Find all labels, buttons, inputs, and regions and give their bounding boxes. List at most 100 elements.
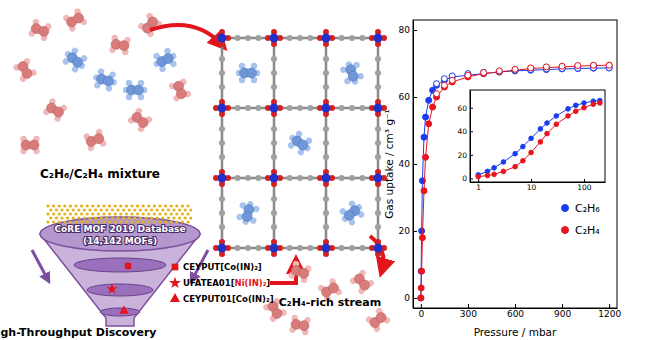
funnel-arrow [32, 250, 48, 280]
candidate-label: CEYPUT01[Co(IN)₂] [183, 294, 274, 304]
linker-atom [349, 245, 355, 251]
mof-dot [108, 212, 111, 215]
candidate-label: CEYPUT[Co(IN)₂] [183, 262, 262, 272]
mof-dot [147, 212, 150, 215]
linker-atom [255, 105, 261, 111]
ethylene-icon [127, 107, 154, 134]
tick-mark [468, 304, 469, 308]
carbon [134, 85, 144, 95]
canvas: C₂H₆/C₂H₄ mixtureCoRE MOF 2019 Database(… [0, 0, 649, 340]
linker-atom [339, 35, 345, 41]
carbon [241, 210, 253, 222]
plot-area [476, 98, 602, 179]
tick-label: 100 [577, 183, 592, 192]
tick: 0 [462, 174, 473, 183]
chart: 03006009001200020406080Pressure / mbarGa… [383, 20, 621, 338]
linker-atom [287, 175, 293, 181]
data-point [559, 63, 565, 69]
linker-atom [219, 126, 225, 132]
carbon [327, 281, 341, 295]
linker-atom [359, 105, 365, 111]
data-point [529, 136, 534, 141]
linker-atom [245, 35, 251, 41]
linker-atom [287, 245, 293, 251]
mof-dot [94, 216, 97, 219]
metal-node [374, 104, 383, 113]
mof-dot [139, 216, 142, 219]
tick-mark [584, 179, 585, 182]
candidate-marker [170, 293, 180, 302]
metal-node [374, 174, 383, 183]
metal-node [322, 244, 331, 253]
mof-dot [74, 212, 77, 215]
data-point [545, 131, 550, 136]
data-point [538, 140, 543, 145]
data-point [513, 164, 518, 169]
mof-dot [94, 208, 97, 211]
linker-atom [219, 196, 225, 202]
data-point [606, 62, 612, 68]
mof-dot [46, 212, 49, 215]
mof-dot [156, 216, 159, 219]
tick-mark [470, 178, 473, 179]
carbon [52, 105, 66, 119]
mof-dot [136, 212, 139, 215]
data-point [485, 173, 490, 178]
ethane-icon [336, 197, 368, 228]
tick-label: 10 [527, 183, 537, 192]
data-point [543, 64, 549, 70]
ethane-icon [150, 46, 181, 75]
mof-dot [97, 204, 100, 207]
tick: 0 [404, 293, 417, 303]
data-point [430, 104, 436, 110]
tick-label: 60 [399, 92, 411, 102]
data-point [418, 295, 424, 301]
linker-atom [323, 84, 329, 90]
mof-dot [100, 208, 103, 211]
mof-dot [158, 212, 161, 215]
linker-atom [297, 35, 303, 41]
mof-dot [58, 204, 61, 207]
tick-label: 0 [418, 309, 424, 319]
linker-atom [255, 175, 261, 181]
data-point [423, 154, 429, 160]
mof-dot [186, 204, 189, 207]
mof-dot [77, 216, 80, 219]
mof-dots [46, 204, 192, 223]
mof-dot [164, 212, 167, 215]
linker-atom [307, 175, 313, 181]
tick-label: 0 [462, 174, 467, 183]
mof-dot [161, 208, 164, 211]
mof-dot [164, 204, 167, 207]
mof-dot [83, 208, 86, 211]
x-axis: 110100 [471, 179, 606, 192]
carbon [29, 140, 39, 150]
tick-label: 20 [457, 151, 467, 160]
mof-dot [63, 204, 66, 207]
ethane-icon [235, 199, 261, 228]
linker-atom [235, 245, 241, 251]
funnel [32, 204, 208, 326]
mof-dot [114, 204, 117, 207]
ethylene-icon [20, 136, 39, 154]
mof-dot [63, 212, 66, 215]
data-point [582, 101, 587, 106]
tick-mark [562, 304, 563, 308]
tick-mark [609, 304, 610, 308]
tick: 40 [399, 159, 417, 169]
linker-atom [339, 105, 345, 111]
data-point [423, 114, 429, 120]
data-point [590, 63, 596, 69]
mof-dot [46, 220, 49, 223]
mof-dot [72, 208, 75, 211]
plot-frame [413, 20, 617, 308]
data-point [434, 81, 440, 87]
carbon [102, 75, 114, 87]
linker-atom [307, 105, 313, 111]
mof-dot [130, 212, 133, 215]
funnel-candidate [125, 263, 131, 269]
ethane-icon [123, 80, 147, 100]
data-point [441, 82, 447, 88]
data-point [521, 144, 526, 149]
data-point [465, 72, 471, 78]
